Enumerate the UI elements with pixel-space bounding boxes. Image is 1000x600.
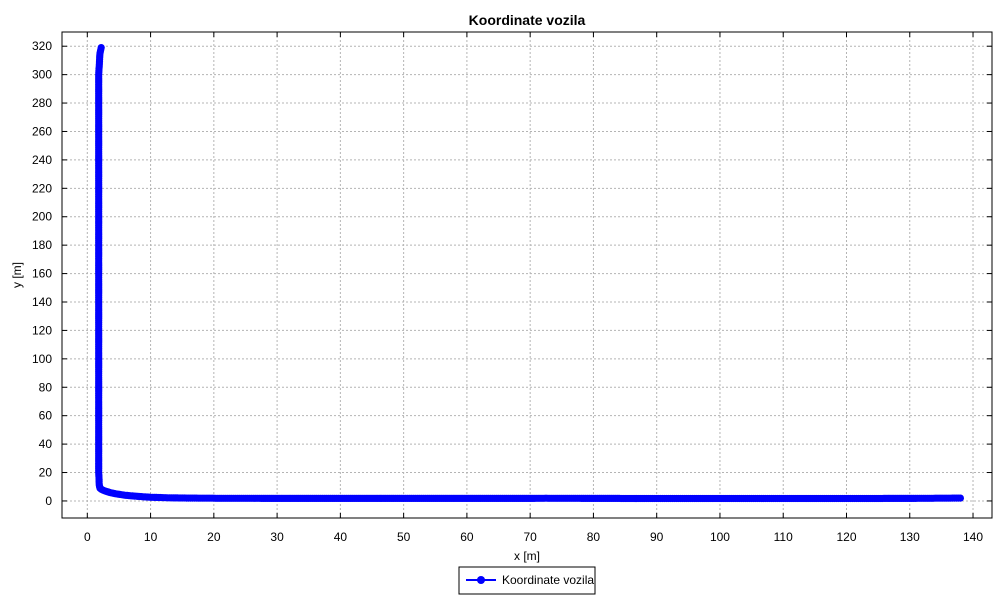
- x-tick-label: 130: [900, 530, 920, 544]
- y-tick-label: 40: [39, 437, 53, 451]
- y-tick-label: 320: [32, 39, 52, 53]
- legend-marker: [477, 576, 485, 584]
- y-axis-label: y [m]: [10, 262, 24, 288]
- x-tick-label: 60: [460, 530, 474, 544]
- series-0: [95, 44, 965, 503]
- x-tick-label: 140: [963, 530, 983, 544]
- x-tick-label: 20: [207, 530, 221, 544]
- y-tick-label: 60: [39, 409, 53, 423]
- x-tick-label: 100: [710, 530, 730, 544]
- y-tick-label: 300: [32, 68, 52, 82]
- y-tick-label: 260: [32, 124, 52, 138]
- y-tick-label: 20: [39, 466, 53, 480]
- x-axis-ticks: 0 10 20 30 40 50 60 70 80 90 100 110 120 130 140: [84, 32, 983, 544]
- series-layer: [95, 44, 965, 503]
- plot-area: [62, 32, 992, 518]
- chart-title: Koordinate vozila: [469, 12, 586, 28]
- y-tick-label: 240: [32, 153, 52, 167]
- y-tick-label: 0: [45, 494, 52, 508]
- y-axis-ticks: 0 20 40 60 80 100 120 140 160 180 200 220 240 260 280 3…: [32, 39, 992, 508]
- y-tick-label: 180: [32, 238, 52, 252]
- legend[interactable]: Koordinate vozila: [458, 566, 596, 595]
- x-tick-label: 80: [587, 530, 601, 544]
- y-tick-label: 200: [32, 210, 52, 224]
- x-tick-label: 0: [84, 530, 91, 544]
- x-tick-label: 120: [836, 530, 856, 544]
- y-tick-label: 120: [32, 323, 52, 337]
- data-point: [956, 494, 965, 502]
- y-tick-label: 80: [39, 380, 53, 394]
- x-tick-label: 30: [270, 530, 284, 544]
- x-tick-label: 40: [334, 530, 348, 544]
- x-tick-label: 50: [397, 530, 411, 544]
- y-tick-label: 280: [32, 96, 52, 110]
- x-tick-label: 10: [144, 530, 158, 544]
- x-tick-label: 70: [523, 530, 537, 544]
- y-tick-label: 100: [32, 352, 52, 366]
- legend-label: Koordinate vozila: [502, 573, 594, 587]
- y-tick-label: 160: [32, 267, 52, 281]
- x-axis-label: x [m]: [514, 549, 540, 563]
- x-tick-label: 110: [774, 530, 793, 544]
- x-tick-label: 90: [650, 530, 664, 544]
- plot-frame: [61, 31, 993, 519]
- y-tick-label: 140: [32, 295, 52, 309]
- y-tick-label: 220: [32, 181, 52, 195]
